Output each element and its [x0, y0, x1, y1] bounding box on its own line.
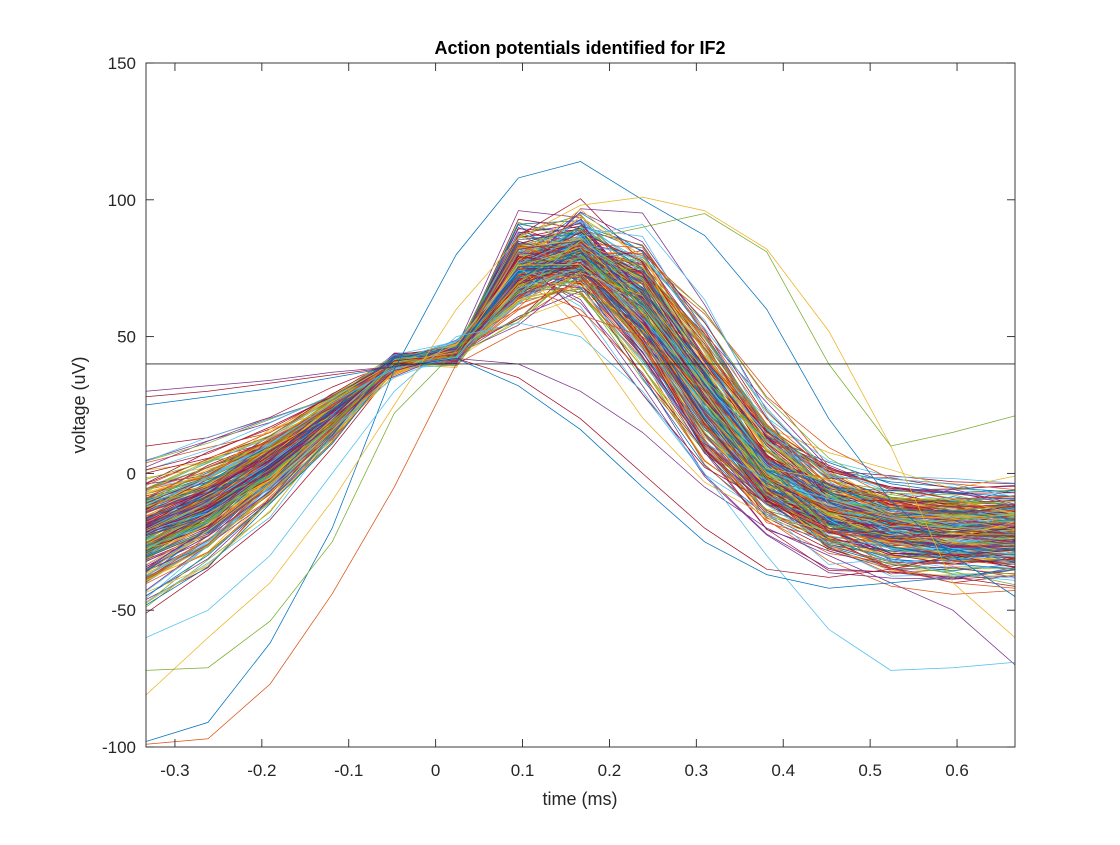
waveform-trace: [146, 268, 1015, 529]
plot-frame: [145, 62, 1016, 748]
y-tick-label: -100: [102, 738, 136, 757]
waveform-trace: [146, 265, 1015, 551]
waveform-trace: [146, 322, 1015, 671]
y-axis-label: voltage (uV): [69, 356, 89, 453]
y-tick-label: 0: [127, 464, 136, 483]
waveform-trace: [146, 264, 1015, 545]
waveform-trace: [146, 280, 1015, 520]
waveform-trace: [146, 284, 1015, 577]
x-tick-label: 0.3: [685, 761, 709, 780]
waveform-trace: [146, 251, 1015, 604]
waveform-trace: [146, 242, 1015, 603]
x-tick-label: 0.6: [945, 761, 969, 780]
waveform-trace: [146, 314, 1015, 745]
waveform-trace: [146, 196, 1015, 696]
x-axis-label: time (ms): [543, 789, 618, 809]
x-tick-label: 0.5: [858, 761, 882, 780]
waveform-trace: [146, 267, 1015, 524]
waveform-trace: [146, 267, 1015, 597]
waveform-trace: [146, 237, 1015, 570]
waveform-trace: [146, 281, 1015, 535]
waveform-trace: [146, 358, 1015, 589]
x-tick-label: -0.2: [247, 761, 276, 780]
x-tick-label: 0: [431, 761, 440, 780]
waveform-trace: [146, 264, 1015, 599]
waveform-trace: [146, 266, 1015, 504]
waveform-trace: [146, 245, 1015, 578]
waveform-trace: [146, 263, 1015, 539]
waveform-trace: [146, 246, 1015, 547]
waveform-trace: [146, 262, 1015, 565]
waveform-trace: [146, 260, 1015, 530]
waveform-trace: [146, 239, 1015, 530]
waveform-trace: [146, 266, 1015, 533]
waveform-trace: [146, 358, 1015, 666]
y-axis: -100 -50 0 50 100 150: [102, 54, 1015, 757]
y-tick-label: -50: [111, 601, 136, 620]
waveform-trace: [146, 358, 1015, 578]
x-tick-label: 0.2: [598, 761, 622, 780]
x-tick-label: 0.1: [511, 761, 535, 780]
x-tick-label: -0.1: [334, 761, 363, 780]
waveform-trace: [146, 252, 1015, 597]
x-tick-label: 0.4: [771, 761, 795, 780]
waveform-trace: [146, 242, 1015, 519]
waveform-trace: [146, 269, 1015, 535]
y-tick-label: 150: [108, 54, 136, 73]
waveform-trace: [146, 228, 1015, 551]
waveform-trace: [146, 246, 1015, 557]
waveform-trace: [146, 275, 1015, 541]
x-tick-label: -0.3: [160, 761, 189, 780]
waveform-trace: [146, 259, 1015, 558]
waveform-trace: [146, 213, 1015, 671]
waveform-trace: [146, 256, 1015, 575]
waveform-trace: [146, 232, 1015, 579]
waveform-trace: [146, 222, 1015, 570]
waveform-trace: [146, 263, 1015, 574]
waveform-traces: [146, 161, 1015, 745]
waveform-trace: [146, 259, 1015, 548]
waveform-trace: [146, 254, 1015, 526]
y-tick-label: 50: [117, 328, 136, 347]
waveform-trace: [146, 161, 1015, 742]
y-tick-label: 100: [108, 191, 136, 210]
chart-title: Action potentials identified for IF2: [434, 38, 725, 58]
waveform-trace: [146, 280, 1015, 500]
x-axis: -0.3 -0.2 -0.1 0 0.1 0.2 0.3 0.4 0.5 0.6: [160, 63, 969, 780]
waveform-trace: [146, 250, 1015, 606]
